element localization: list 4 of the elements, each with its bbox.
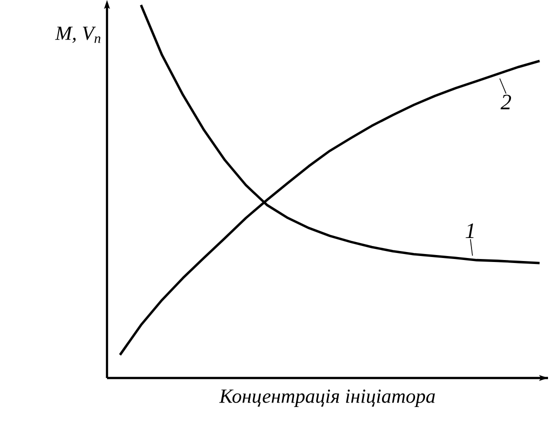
y-axis-title: M, V$_{n}$ xyxy=(55,26,100,43)
series-label: 1 xyxy=(466,223,474,238)
legend-label: 2 xyxy=(500,94,512,110)
x-axis-title: Концентрація ініціатора xyxy=(219,390,435,407)
